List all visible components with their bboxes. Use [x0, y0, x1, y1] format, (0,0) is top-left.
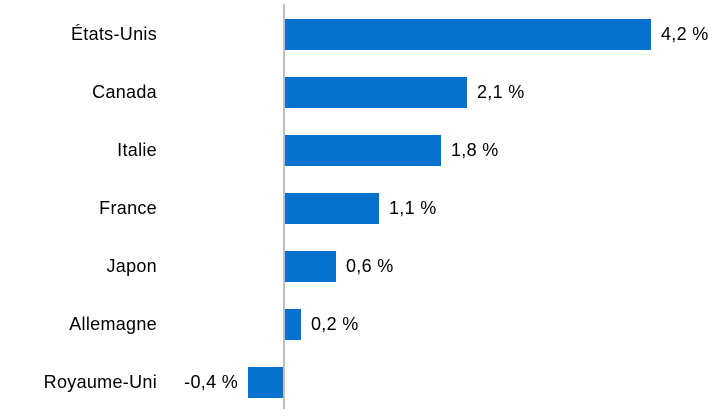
category-label: États-Unis — [70, 24, 157, 44]
category-label: Allemagne — [69, 314, 157, 334]
bar — [285, 135, 441, 166]
bar-row: Italie 1,8 % — [0, 135, 718, 166]
category-label: Japon — [106, 256, 157, 276]
value-label: -0,4 % — [184, 372, 238, 392]
bar-row: Canada 2,1 % — [0, 77, 718, 108]
category-label: France — [99, 198, 157, 218]
value-label: 0,2 % — [311, 314, 359, 334]
bar-row: Allemagne 0,2 % — [0, 309, 718, 340]
bar — [248, 367, 283, 398]
value-label: 0,6 % — [346, 256, 394, 276]
bar-row: États-Unis 4,2 % — [0, 19, 718, 50]
bar — [285, 77, 467, 108]
value-label: 1,1 % — [389, 198, 437, 218]
category-label: Canada — [92, 82, 157, 102]
value-label: 4,2 % — [661, 24, 709, 44]
category-label: Royaume-Uni — [43, 372, 157, 392]
bar — [285, 309, 301, 340]
value-label: 1,8 % — [451, 140, 499, 160]
category-label: Italie — [117, 140, 157, 160]
bar-row: Japon 0,6 % — [0, 251, 718, 282]
zero-axis-line — [283, 4, 285, 409]
bar — [285, 19, 651, 50]
bar — [285, 193, 379, 224]
bar — [285, 251, 336, 282]
bar-row: Royaume-Uni -0,4 % — [0, 367, 718, 398]
bar-row: France 1,1 % — [0, 193, 718, 224]
value-label: 2,1 % — [477, 82, 525, 102]
